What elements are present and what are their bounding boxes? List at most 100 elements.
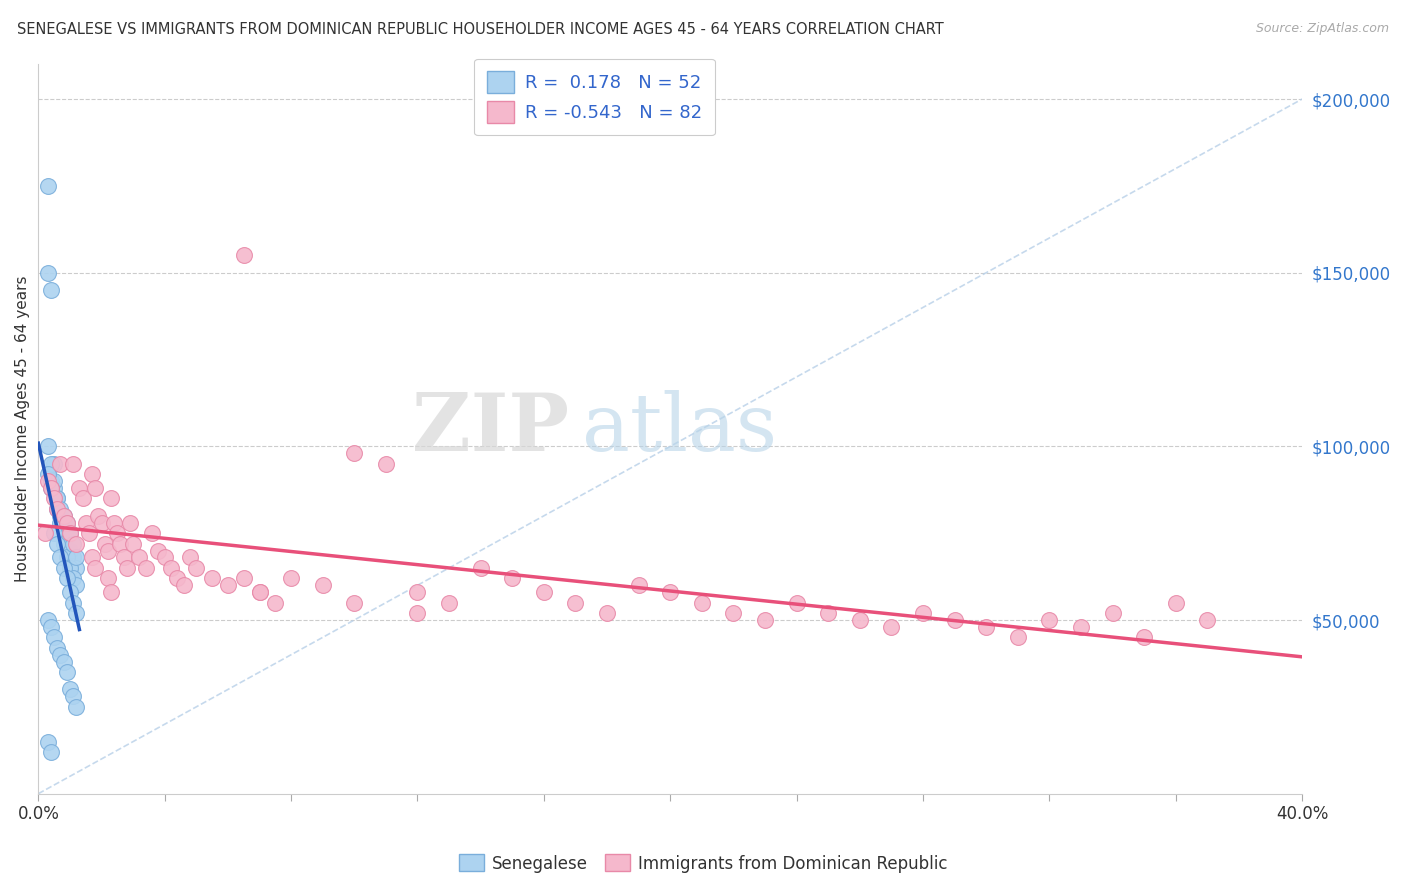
Point xyxy=(280,571,302,585)
Point xyxy=(406,585,429,599)
Point xyxy=(501,571,523,585)
Point xyxy=(817,606,839,620)
Point xyxy=(105,526,128,541)
Point xyxy=(148,543,170,558)
Point xyxy=(343,446,366,460)
Point xyxy=(55,516,77,530)
Point xyxy=(49,648,72,662)
Point xyxy=(122,536,145,550)
Point xyxy=(90,516,112,530)
Point xyxy=(59,543,82,558)
Point xyxy=(201,571,224,585)
Point xyxy=(911,606,934,620)
Point xyxy=(103,516,125,530)
Point xyxy=(100,491,122,506)
Point xyxy=(1101,606,1123,620)
Point xyxy=(249,585,271,599)
Point xyxy=(249,585,271,599)
Point xyxy=(343,596,366,610)
Point xyxy=(59,526,82,541)
Point xyxy=(160,561,183,575)
Point xyxy=(97,571,120,585)
Point xyxy=(39,745,62,759)
Point xyxy=(312,578,335,592)
Point xyxy=(87,508,110,523)
Point xyxy=(39,481,62,495)
Text: atlas: atlas xyxy=(582,390,778,468)
Point xyxy=(880,620,903,634)
Point xyxy=(374,457,396,471)
Point xyxy=(52,508,75,523)
Point xyxy=(1164,596,1187,610)
Point xyxy=(786,596,808,610)
Point xyxy=(77,526,100,541)
Point xyxy=(37,178,59,193)
Point xyxy=(49,501,72,516)
Point xyxy=(100,585,122,599)
Point xyxy=(1133,631,1156,645)
Point xyxy=(723,606,745,620)
Point xyxy=(52,561,75,575)
Point xyxy=(39,481,62,495)
Point xyxy=(690,596,713,610)
Point xyxy=(533,585,555,599)
Point xyxy=(65,536,87,550)
Point xyxy=(39,620,62,634)
Point xyxy=(849,613,872,627)
Point xyxy=(62,550,84,565)
Point xyxy=(118,516,141,530)
Point xyxy=(65,578,87,592)
Point xyxy=(55,516,77,530)
Point xyxy=(754,613,776,627)
Point xyxy=(75,516,97,530)
Point xyxy=(93,536,115,550)
Point xyxy=(59,682,82,697)
Point xyxy=(49,550,72,565)
Point xyxy=(110,536,132,550)
Point xyxy=(97,543,120,558)
Point xyxy=(55,550,77,565)
Legend: R =  0.178   N = 52, R = -0.543   N = 82: R = 0.178 N = 52, R = -0.543 N = 82 xyxy=(474,59,714,136)
Point xyxy=(44,491,66,506)
Point xyxy=(67,481,90,495)
Point xyxy=(52,508,75,523)
Point xyxy=(49,516,72,530)
Point xyxy=(65,550,87,565)
Point xyxy=(232,248,254,262)
Point xyxy=(44,631,66,645)
Point xyxy=(135,561,157,575)
Point xyxy=(46,640,69,655)
Point xyxy=(943,613,966,627)
Point xyxy=(1070,620,1092,634)
Point xyxy=(65,606,87,620)
Point xyxy=(52,536,75,550)
Point xyxy=(179,550,201,565)
Point xyxy=(55,526,77,541)
Y-axis label: Householder Income Ages 45 - 64 years: Householder Income Ages 45 - 64 years xyxy=(15,276,30,582)
Legend: Senegalese, Immigrants from Dominican Republic: Senegalese, Immigrants from Dominican Re… xyxy=(451,847,955,880)
Point xyxy=(37,266,59,280)
Point xyxy=(112,550,135,565)
Point xyxy=(437,596,460,610)
Point xyxy=(59,561,82,575)
Point xyxy=(84,481,107,495)
Point xyxy=(55,665,77,679)
Point xyxy=(153,550,176,565)
Point xyxy=(37,474,59,488)
Point xyxy=(37,467,59,482)
Point xyxy=(39,283,62,297)
Point xyxy=(59,526,82,541)
Point xyxy=(37,613,59,627)
Point xyxy=(62,536,84,550)
Point xyxy=(62,457,84,471)
Point xyxy=(65,561,87,575)
Text: SENEGALESE VS IMMIGRANTS FROM DOMINICAN REPUBLIC HOUSEHOLDER INCOME AGES 45 - 64: SENEGALESE VS IMMIGRANTS FROM DOMINICAN … xyxy=(17,22,943,37)
Point xyxy=(186,561,208,575)
Point xyxy=(596,606,619,620)
Point xyxy=(49,508,72,523)
Point xyxy=(59,585,82,599)
Point xyxy=(62,690,84,704)
Point xyxy=(80,550,103,565)
Point xyxy=(49,457,72,471)
Point xyxy=(39,474,62,488)
